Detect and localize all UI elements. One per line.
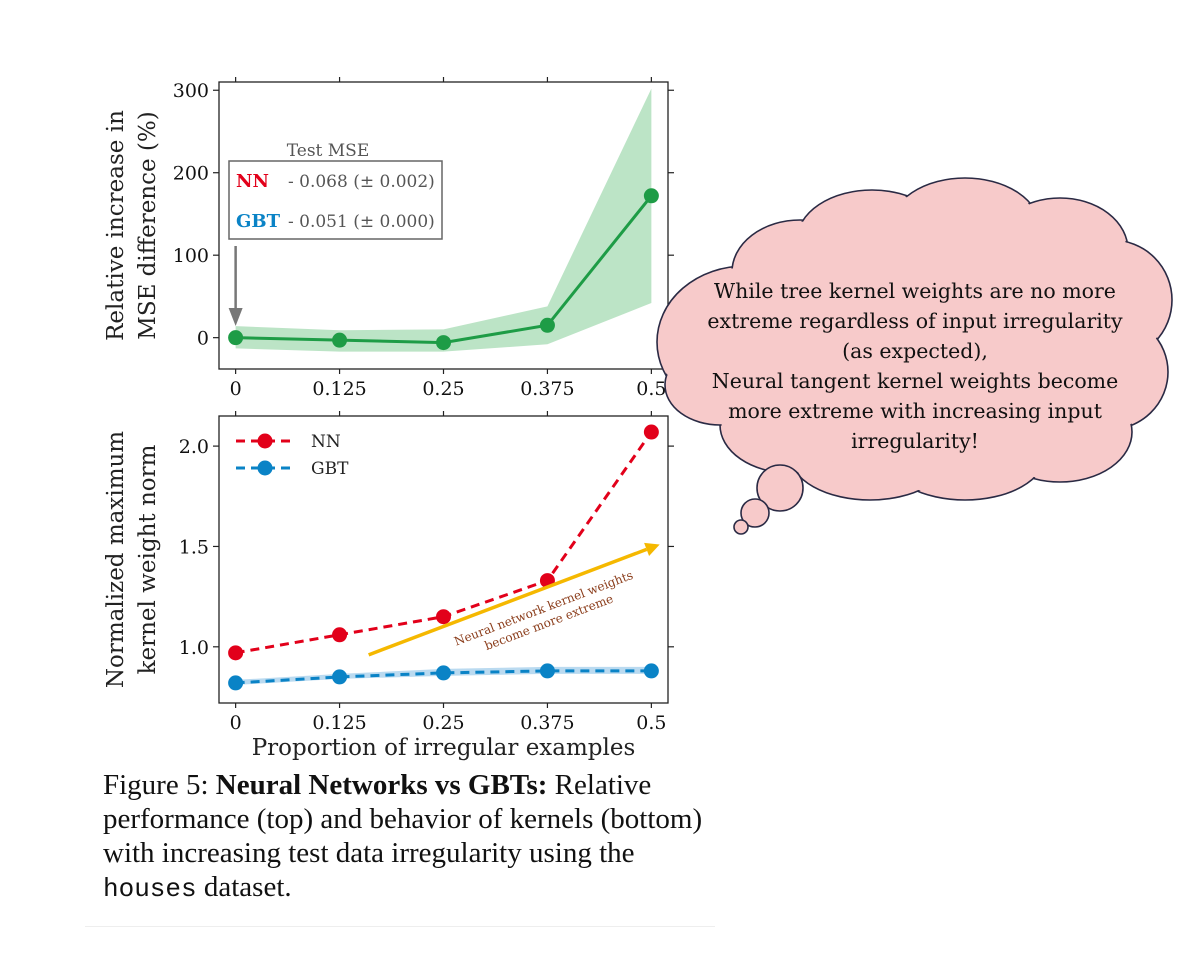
legend-box-label-gbt: GBT — [236, 211, 281, 232]
thought-bubble-line: irregularity! — [851, 429, 979, 453]
thought-bubble-text: While tree kernel weights are no more ext… — [707, 279, 1123, 453]
data-point-nn — [436, 609, 451, 625]
top-chart: 0 0.125 0.25 0.375 0.5 0 100 200 300 Relative inc… — [103, 77, 674, 400]
page-divider — [85, 926, 715, 927]
caption-text-after-code: dataset. — [196, 871, 292, 903]
legend-box-title: Test MSE — [287, 141, 370, 161]
y-tick-label: 2.0 — [179, 436, 209, 458]
x-tick-label: 0.375 — [520, 712, 574, 734]
thought-dot — [740, 498, 770, 528]
data-point-gbt — [539, 663, 555, 679]
data-point — [539, 317, 555, 333]
series-line-gbt — [235, 669, 652, 685]
y-tick-label: 1.0 — [179, 637, 209, 659]
plot-frame — [218, 415, 669, 704]
legend-swatch-marker-gbt — [257, 460, 273, 476]
y-tick-label: 1.5 — [179, 536, 209, 558]
annotation-arrow-shaft — [368, 547, 648, 657]
x-tick-label: 0.25 — [422, 378, 464, 400]
x-tick-label: 0.125 — [312, 712, 366, 734]
legend-box-label-nn: NN — [236, 171, 269, 192]
data-point-gbt — [643, 663, 659, 679]
x-tick-label: 0.5 — [636, 378, 666, 400]
y-tick-label: 300 — [173, 80, 209, 102]
legend-arrow-head — [228, 308, 243, 326]
y-tick-label: 100 — [173, 245, 209, 267]
y-axis-label: Normalized maximum kernel weight norm — [103, 431, 161, 688]
legend-swatch-marker-nn — [257, 433, 273, 449]
data-point-gbt — [332, 669, 348, 685]
thought-bubble-line: more extreme with increasing input — [728, 399, 1103, 423]
legend-box-value-gbt: - 0.051 (± 0.000) — [288, 212, 435, 232]
y-axis-label-line: Relative increase in — [103, 110, 129, 341]
data-point — [228, 330, 244, 346]
data-point-gbt — [436, 665, 451, 681]
y-axis-label-line: Normalized maximum — [103, 431, 129, 688]
data-point — [436, 335, 451, 351]
x-tick-label: 0.125 — [312, 378, 366, 400]
thought-bubble-line: extreme regardless of input irregularity — [707, 309, 1123, 333]
x-tick-label: 0.375 — [520, 378, 574, 400]
caption-bold-title: Neural Networks vs GBTs: — [215, 769, 548, 801]
x-tick-label: 0.5 — [636, 712, 666, 734]
thought-bubble-line: (as expected), — [842, 339, 988, 363]
data-point-nn — [332, 627, 348, 643]
legend-box-value-nn: - 0.068 (± 0.002) — [288, 172, 435, 192]
data-point — [643, 188, 659, 204]
x-tick-label: 0 — [230, 378, 242, 400]
y-axis-label-line: kernel weight norm — [135, 444, 161, 674]
bottom-chart: 0 0.125 0.25 0.375 0.5 1.0 1.5 2.0 Normalized ma… — [103, 411, 674, 761]
legend-label-nn: NN — [311, 432, 341, 452]
data-point-gbt — [228, 675, 244, 691]
x-tick-label: 0.25 — [422, 712, 464, 734]
caption-code: houses — [103, 874, 197, 904]
caption-text-before-code: Relative performance (top) and behavior … — [103, 769, 703, 869]
legend-box-frame — [228, 160, 443, 240]
data-point-nn — [643, 424, 659, 440]
thought-bubble-line: Neural tangent kernel weights become — [712, 369, 1119, 393]
cloud-body — [690, 235, 1140, 455]
y-axis-label: Relative increase in MSE difference (%) — [103, 110, 161, 341]
thought-dot — [756, 464, 804, 512]
thought-dot — [733, 519, 749, 535]
thought-bubble-line: While tree kernel weights are no more — [714, 279, 1116, 303]
x-axis-label: Proportion of irregular examples — [252, 735, 636, 761]
legend-label-gbt: GBT — [311, 459, 349, 479]
y-tick-label: 0 — [197, 328, 209, 350]
thought-bubble: While tree kernel weights are no more ext… — [656, 177, 1173, 535]
annotation-arrow-head — [644, 542, 660, 556]
caption-figure-label: Figure 5: — [103, 769, 209, 801]
y-tick-label: 200 — [173, 163, 209, 185]
data-point-nn — [228, 645, 244, 661]
data-point — [332, 332, 348, 348]
x-tick-label: 0 — [230, 712, 242, 734]
y-axis-label-line: MSE difference (%) — [135, 111, 161, 339]
figure-caption: Figure 5: Neural Networks vs GBTs: Relat… — [103, 768, 703, 906]
